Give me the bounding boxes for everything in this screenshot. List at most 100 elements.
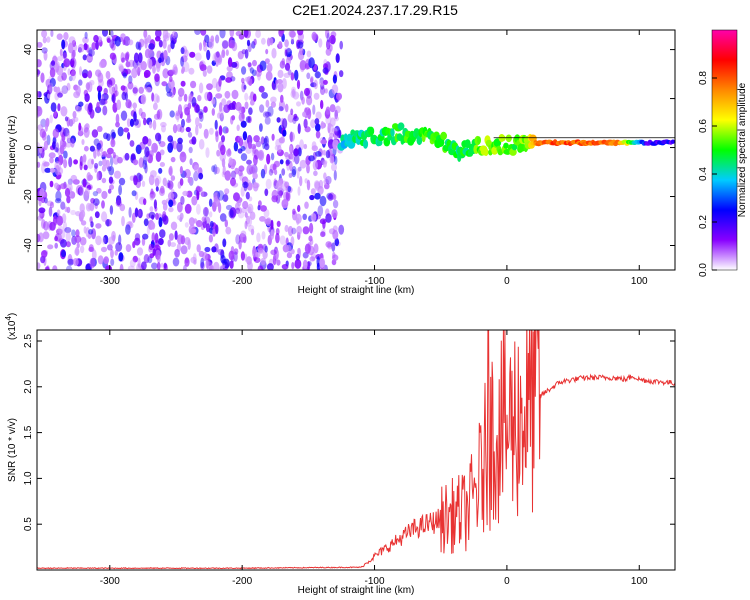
spectrogram-noise-mark [164, 32, 171, 39]
spectrogram-noise-mark [303, 143, 308, 150]
spectrogram-noise-mark [196, 203, 201, 215]
spectrogram-signal-mark [362, 139, 369, 149]
spectrogram-noise-mark [96, 142, 102, 150]
spectrogram-noise-mark [198, 139, 205, 150]
spectrogram-noise-mark [141, 180, 146, 187]
multiplier-exponent: 4 [4, 316, 13, 321]
spectrogram-noise-mark [171, 31, 177, 39]
spectrogram-noise-mark [46, 36, 51, 43]
spectrogram-noise-mark [306, 72, 311, 80]
spectrogram-noise-mark [45, 79, 51, 86]
spectrogram-noise-mark [177, 104, 183, 115]
spectrogram-noise-mark [148, 243, 155, 251]
spectrogram-noise-mark [316, 256, 321, 268]
spectrogram-noise-mark [38, 212, 42, 219]
spectrogram-noise-mark [309, 256, 316, 262]
spectrogram-noise-mark [326, 39, 331, 50]
spectrogram-noise-mark [179, 178, 184, 186]
spectrogram-noise-mark [200, 257, 205, 269]
spectrogram-noise-mark [154, 175, 162, 185]
spectrogram-noise-mark [52, 128, 59, 139]
spectrogram-noise-mark [172, 124, 178, 134]
spectrogram-noise-mark [262, 243, 267, 251]
spectrogram-noise-mark [122, 39, 126, 46]
spectrogram-noise-mark [117, 126, 124, 137]
spectrogram-noise-mark [219, 30, 226, 39]
spectrogram-noise-mark [158, 217, 163, 228]
spectrogram-noise-mark [66, 82, 71, 91]
snr-panel: -300 -200 -100 0 100 0.5 1.0 1.5 2.0 2.5 Height … [4, 313, 676, 596]
spectrogram-noise-mark [40, 72, 45, 83]
spectrogram-noise-mark [132, 87, 138, 94]
spectrogram-noise-mark [46, 265, 50, 270]
spectrogram-noise-mark [240, 186, 245, 197]
spectrogram-noise-mark [166, 91, 173, 97]
spectrogram-noise-mark [140, 111, 146, 120]
spectrogram-noise-mark [115, 199, 123, 207]
spectrogram-noise-mark [218, 77, 222, 87]
spectrogram-y-tick-label: -40 [23, 238, 34, 253]
spectrogram-noise-mark [249, 166, 256, 175]
spectrogram-noise-mark [304, 87, 310, 97]
spectrogram-noise-mark [289, 145, 293, 153]
spectrogram-noise-mark [322, 67, 329, 74]
spectrogram-noise-mark [177, 215, 182, 221]
spectrogram-y-tick-label: 20 [23, 93, 34, 105]
spectrogram-noise-mark [94, 162, 99, 169]
spectrogram-noise-mark [86, 56, 93, 62]
spectrogram-noise-mark [41, 250, 48, 258]
spectrogram-noise-mark [105, 219, 112, 227]
spectrogram-noise-mark [252, 145, 257, 155]
spectrogram-noise-mark [319, 195, 327, 207]
spectrogram-noise-mark [269, 37, 274, 46]
spectrogram-noise-mark [158, 40, 163, 48]
spectrogram-noise-mark [322, 149, 326, 156]
spectrogram-noise-mark [221, 158, 226, 168]
spectrogram-noise-mark [116, 195, 122, 206]
spectrogram-noise-mark [262, 142, 266, 150]
spectrogram-noise-mark [91, 129, 99, 138]
spectrogram-noise-mark [304, 63, 310, 70]
spectrogram-noise-mark [277, 144, 282, 153]
spectrogram-signal-mark [464, 139, 471, 149]
spectrogram-noise-mark [198, 250, 205, 258]
spectrogram-noise-mark [102, 236, 106, 245]
spectrogram-noise-mark [280, 60, 285, 68]
spectrogram-noise-mark [218, 107, 224, 119]
spectrogram-noise-mark [162, 215, 169, 225]
spectrogram-noise-mark [184, 49, 189, 58]
snr-x-tick-label: -200 [232, 576, 252, 587]
spectrogram-noise-mark [306, 95, 313, 106]
spectrogram-noise-mark [282, 118, 288, 130]
spectrogram-noise-mark [190, 256, 197, 264]
spectrogram-noise-mark [311, 141, 317, 150]
spectrogram-noise-mark [213, 261, 220, 270]
spectrogram-noise-mark [289, 131, 295, 142]
spectrogram-noise-mark [266, 263, 274, 270]
spectrogram-noise-mark [71, 43, 78, 52]
spectrogram-noise-mark [61, 85, 69, 94]
spectrogram-noise-mark [189, 228, 197, 234]
spectrogram-noise-mark [80, 220, 87, 226]
spectrogram-noise-mark [325, 175, 332, 185]
spectrogram-noise-mark [133, 52, 139, 64]
spectrogram-noise-mark [209, 127, 214, 135]
spectrogram-noise-mark [281, 168, 286, 176]
spectrogram-noise-mark [37, 233, 41, 243]
spectrogram-noise-mark [110, 30, 114, 38]
spectrogram-noise-mark [224, 170, 231, 181]
spectrogram-noise-mark [282, 129, 287, 137]
spectrogram-noise-mark [238, 169, 243, 177]
spectrogram-noise-mark [221, 49, 226, 59]
spectrogram-noise-mark [242, 200, 249, 210]
spectrogram-noise-mark [195, 220, 203, 228]
spectrogram-noise-mark [211, 246, 217, 253]
spectrogram-noise-mark [299, 47, 304, 56]
spectrogram-signal-mark [500, 135, 506, 142]
spectrogram-noise-mark [259, 104, 265, 113]
spectrogram-noise-mark [213, 164, 218, 175]
spectrogram-noise-mark [185, 126, 191, 133]
spectrogram-noise-mark [206, 65, 213, 74]
spectrogram-noise-mark [65, 142, 72, 148]
spectrogram-noise-mark [96, 171, 100, 181]
